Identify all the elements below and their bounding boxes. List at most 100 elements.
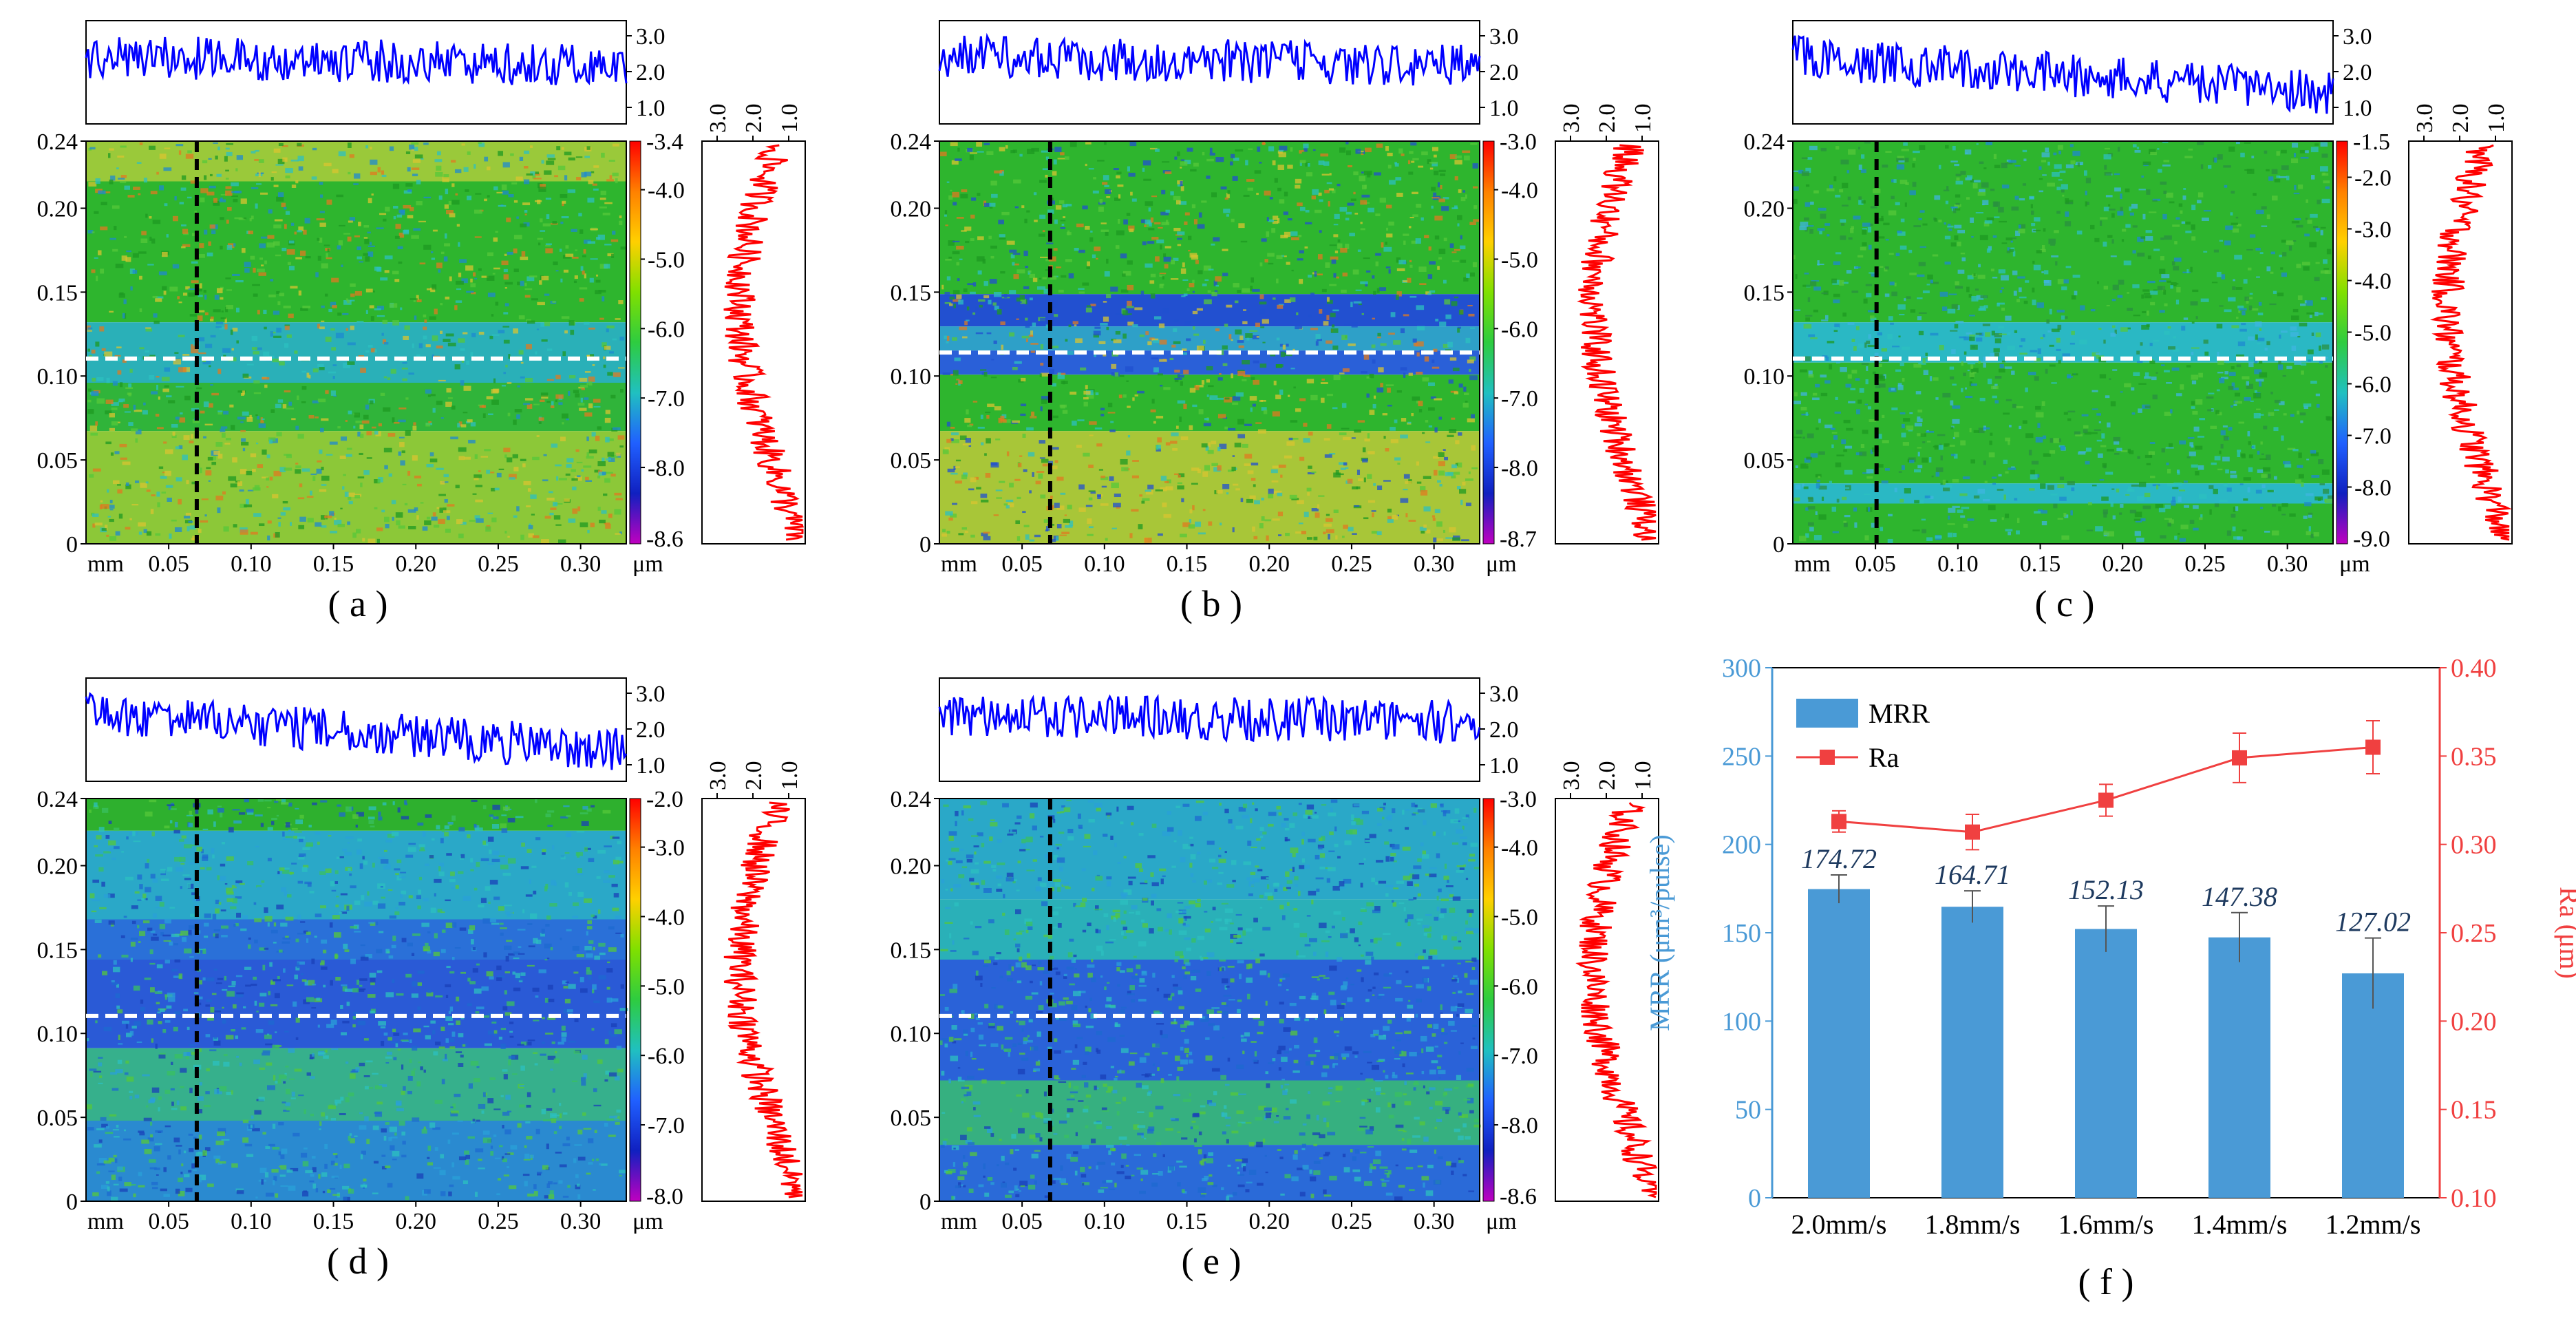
ra-point: [2232, 750, 2247, 765]
z-unit: μm: [1486, 1209, 1517, 1234]
right-axis-title: Ra (μm): [2554, 887, 2576, 979]
y-tick-label: 0: [66, 532, 78, 558]
x-tick-label: 0.15: [1167, 551, 1208, 577]
surface-map: [1793, 141, 2333, 545]
top-profile-frame: [86, 678, 626, 781]
colorbar-tick-label: -6.0: [648, 317, 685, 342]
top-profile-tick-label: 1.0: [636, 753, 666, 779]
top-profile-tick-label: 3.0: [1489, 24, 1519, 50]
colorbar: [2337, 141, 2348, 544]
colorbar-tick-label: -5.0: [648, 974, 685, 1000]
panel-label-f: ( f ): [2078, 1261, 2134, 1302]
y-tick-label: 0.20: [37, 854, 78, 880]
z-unit: μm: [2339, 551, 2370, 577]
colorbar-bottom-label: -8.6: [1500, 1184, 1537, 1209]
y-tick-label: 0.15: [37, 280, 78, 306]
surface-map: [86, 799, 628, 1201]
mrr-ra-chart: 0501001502002503000.100.150.200.250.300.…: [1644, 654, 2576, 1302]
side-profile-tick-label: 3.0: [1559, 761, 1584, 791]
side-profile-tick-label: 1.0: [777, 761, 802, 791]
x-tick-label: 0.10: [231, 551, 272, 577]
legend-ra-label: Ra: [1869, 742, 1899, 773]
panel-label: ( c ): [2035, 583, 2095, 624]
colorbar: [1483, 799, 1494, 1201]
y-tick-label: 0: [919, 532, 931, 558]
x-tick-label: 0.20: [1248, 551, 1290, 577]
x-tick-label: 0.30: [560, 551, 602, 577]
x-tick-label: 0.10: [1937, 551, 1979, 577]
x-tick-label: 0.20: [395, 551, 436, 577]
side-profile-tick-label: 1.0: [1630, 104, 1656, 134]
colorbar: [630, 141, 641, 544]
mrr-value-label: 164.71: [1935, 859, 2010, 890]
ra-point: [1831, 814, 1846, 829]
top-profile-frame: [86, 21, 626, 124]
map-band: [939, 1081, 1480, 1145]
right-tick-label: 0.35: [2451, 742, 2497, 771]
colorbar-tick-label: -5.0: [2354, 321, 2392, 346]
y-tick-label: 0.15: [891, 938, 932, 963]
map-band: [939, 326, 1480, 350]
colorbar-bottom-label: -8.7: [1500, 527, 1537, 552]
panel-label: ( d ): [327, 1240, 389, 1282]
colorbar: [1483, 141, 1494, 544]
mrr-bar: [1941, 907, 2003, 1198]
top-profile-tick-label: 2.0: [1489, 717, 1519, 743]
mrr-value-label: 147.38: [2202, 881, 2277, 912]
mrr-value-label: 127.02: [2335, 907, 2411, 938]
top-profile-tick-label: 2.0: [636, 717, 666, 743]
top-profile-tick-label: 3.0: [636, 24, 666, 50]
colorbar-tick-label: -4.0: [648, 178, 685, 204]
x-tick-label: 0.15: [1167, 1209, 1208, 1234]
legend-ra-marker: [1820, 750, 1835, 765]
colorbar-top-label: -3.0: [1500, 129, 1537, 155]
y-tick-label: 0.05: [37, 448, 78, 474]
colorbar-tick-label: -2.0: [2354, 166, 2392, 191]
side-profile-tick-label: 3.0: [705, 104, 731, 134]
colorbar-tick-label: -4.0: [1501, 178, 1538, 204]
x-tick-label: 0.15: [313, 551, 354, 577]
side-profile-frame: [702, 141, 805, 544]
top-profile-tick-label: 2.0: [1489, 60, 1519, 85]
colorbar-bottom-label: -9.0: [2353, 527, 2390, 552]
y-tick-label: 0.05: [891, 1106, 932, 1131]
y-tick-label: 0: [919, 1190, 931, 1215]
top-profile-tick-label: 1.0: [636, 96, 666, 121]
x-tick-label: 0.30: [1414, 551, 1455, 577]
colorbar: [630, 799, 641, 1201]
x-tick-label: 0.30: [1414, 1209, 1455, 1234]
y-tick-label: 0.10: [37, 364, 78, 390]
mrr-bar: [1808, 889, 1870, 1198]
colorbar-tick-label: -4.0: [2354, 269, 2392, 295]
x-tick-label: 0.25: [478, 551, 519, 577]
y-tick-label: 0.05: [37, 1106, 78, 1131]
y-tick-label: 0.20: [891, 854, 932, 880]
colorbar-tick-label: -3.0: [2354, 218, 2392, 243]
x-category-label: 2.0mm/s: [1791, 1209, 1887, 1240]
map-band: [86, 831, 626, 920]
side-profile-tick-label: 3.0: [1559, 104, 1584, 134]
map-band: [1793, 363, 2333, 484]
side-profile-tick-label: 3.0: [705, 761, 731, 791]
y-tick-label: 0.10: [891, 1022, 932, 1047]
colorbar-tick-label: -6.0: [1501, 974, 1538, 1000]
x-unit: mm: [1794, 551, 1831, 577]
colorbar-tick-label: -8.0: [1501, 456, 1538, 481]
x-category-label: 1.2mm/s: [2325, 1209, 2421, 1240]
y-tick-label: 0.24: [1744, 129, 1785, 155]
colorbar-tick-label: -4.0: [648, 905, 685, 930]
x-tick-label: 0.30: [560, 1209, 602, 1234]
x-tick-label: 0.05: [1001, 1209, 1043, 1234]
top-profile-tick-label: 3.0: [1489, 681, 1519, 707]
y-tick-label: 0.05: [891, 448, 932, 474]
x-tick-label: 0.25: [2184, 551, 2226, 577]
colorbar-tick-label: -6.0: [648, 1044, 685, 1069]
colorbar-tick-label: -8.0: [648, 456, 685, 481]
mrr-value-label: 174.72: [1801, 843, 1877, 874]
colorbar-tick-label: -5.0: [1501, 905, 1538, 930]
x-category-label: 1.4mm/s: [2192, 1209, 2288, 1240]
